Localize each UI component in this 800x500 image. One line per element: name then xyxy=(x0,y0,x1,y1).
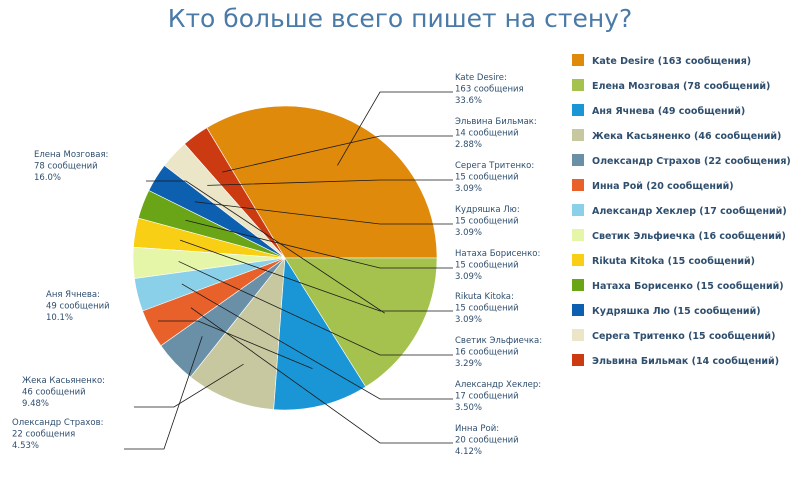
legend-swatch-елена-мозговая xyxy=(572,79,584,91)
legend-label-олександр-страхов: Олександр Страхов (22 сообщения) xyxy=(592,156,791,167)
legend-label-серега-тритенко: Серега Тритенко (15 сообщений) xyxy=(592,331,775,342)
callout-label-кудряшка-лю: Кудряшка Лю: 15 сообщений 3.09% xyxy=(455,205,520,238)
callout-leader-александр-хеклер xyxy=(181,283,453,400)
legend-swatch-кудряшка-лю xyxy=(572,304,584,316)
legend-label-светик-эльфиечка: Светик Эльфиечка (16 сообщений) xyxy=(592,231,786,242)
callout-leader-жека-касьяненко xyxy=(134,363,244,408)
legend-swatch-натаха-борисенко xyxy=(572,279,584,291)
callout-label-натаха-борисенко: Натаха Борисенко: 15 сообщений 3.09% xyxy=(455,249,540,282)
callout-leader-эльвина-бильмак xyxy=(222,135,453,173)
legend-swatch-олександр-страхов xyxy=(572,154,584,166)
callout-leader-елена-мозговая xyxy=(146,180,385,314)
callout-label-rikuta-kitoka: Rikuta Kitoka: 15 сообщений 3.09% xyxy=(455,292,519,325)
callout-label-светик-эльфиечка: Светик Эльфиечка: 16 сообщений 3.29% xyxy=(455,336,542,369)
legend-swatch-инна-рой xyxy=(572,179,584,191)
pie-slices xyxy=(132,105,438,411)
legend-swatch-kate-desire xyxy=(572,54,584,66)
legend-label-жека-касьяненко: Жека Касьяненко (46 сообщений) xyxy=(592,131,781,142)
callout-label-kate-desire: Kate Desire: 163 сообщения 33.6% xyxy=(455,73,524,106)
callout-leader-kate-desire xyxy=(337,91,453,166)
callout-label-елена-мозговая: Елена Мозговая: 78 сообщений 16.0% xyxy=(34,150,108,183)
legend: Kate Desire (163 сообщения) Елена Мозгова… xyxy=(572,54,791,367)
pie-slice-елена-мозговая xyxy=(284,257,438,388)
legend-label-rikuta-kitoka: Rikuta Kitoka (15 сообщений) xyxy=(592,256,755,267)
chart-title: Кто больше всего пишет на стену? xyxy=(167,4,633,33)
callout-labels: Kate Desire: 163 сообщения 33.6% Эльвина Би… xyxy=(12,73,542,457)
callout-leader-светик-эльфиечка xyxy=(178,261,453,356)
legend-swatch-rikuta-kitoka xyxy=(572,254,584,266)
callout-label-серега-тритенко: Серега Тритенко: 15 сообщений 3.09% xyxy=(455,161,534,194)
callout-label-инна-рой: Инна Рой: 20 сообщений 4.12% xyxy=(455,424,519,457)
callout-leader-аня-ячнева xyxy=(158,320,313,370)
callout-label-жека-касьяненко: Жека Касьяненко: 46 сообщений 9.48% xyxy=(22,376,105,409)
legend-swatch-александр-хеклер xyxy=(572,204,584,216)
callout-leader-инна-рой xyxy=(190,307,453,444)
callout-leader-серега-тритенко xyxy=(207,179,453,186)
callout-label-аня-ячнева: Аня Ячнева: 49 сообщений 10.1% xyxy=(46,290,110,323)
legend-label-елена-мозговая: Елена Мозговая (78 сообщений) xyxy=(592,81,770,92)
pie-slice-аня-ячнева xyxy=(273,257,367,411)
legend-swatch-эльвина-бильмак xyxy=(572,354,584,366)
callout-label-олександр-страхов: Олександр Страхов: 22 сообщения 4.53% xyxy=(12,418,104,451)
legend-label-эльвина-бильмак: Эльвина Бильмак (14 сообщений) xyxy=(592,356,779,367)
callout-label-эльвина-бильмак: Эльвина Бильмак: 14 сообщений 2.88% xyxy=(455,117,537,150)
callout-leader-rikuta-kitoka xyxy=(179,239,453,312)
callout-leaders xyxy=(124,91,453,450)
legend-label-инна-рой: Инна Рой (20 сообщений) xyxy=(592,181,734,192)
pie-slice-жека-касьяненко xyxy=(190,257,286,410)
legend-label-александр-хеклер: Александр Хеклер (17 сообщений) xyxy=(592,206,787,217)
callout-leader-натаха-борисенко xyxy=(185,219,453,269)
callout-leader-кудряшка-лю xyxy=(194,201,453,225)
legend-swatch-светик-эльфиечка xyxy=(572,229,584,241)
legend-label-кудряшка-лю: Кудряшка Лю (15 сообщений) xyxy=(592,306,761,317)
legend-label-натаха-борисенко: Натаха Борисенко (15 сообщений) xyxy=(592,281,784,292)
legend-swatch-аня-ячнева xyxy=(572,104,584,116)
callout-label-александр-хеклер: Александр Хеклер: 17 сообщений 3.50% xyxy=(455,380,541,413)
legend-swatch-жека-касьяненко xyxy=(572,129,584,141)
callout-leader-олександр-страхов xyxy=(124,336,203,450)
legend-label-kate-desire: Kate Desire (163 сообщения) xyxy=(592,56,751,67)
legend-label-аня-ячнева: Аня Ячнева (49 сообщений) xyxy=(592,106,745,117)
legend-swatch-серега-тритенко xyxy=(572,329,584,341)
